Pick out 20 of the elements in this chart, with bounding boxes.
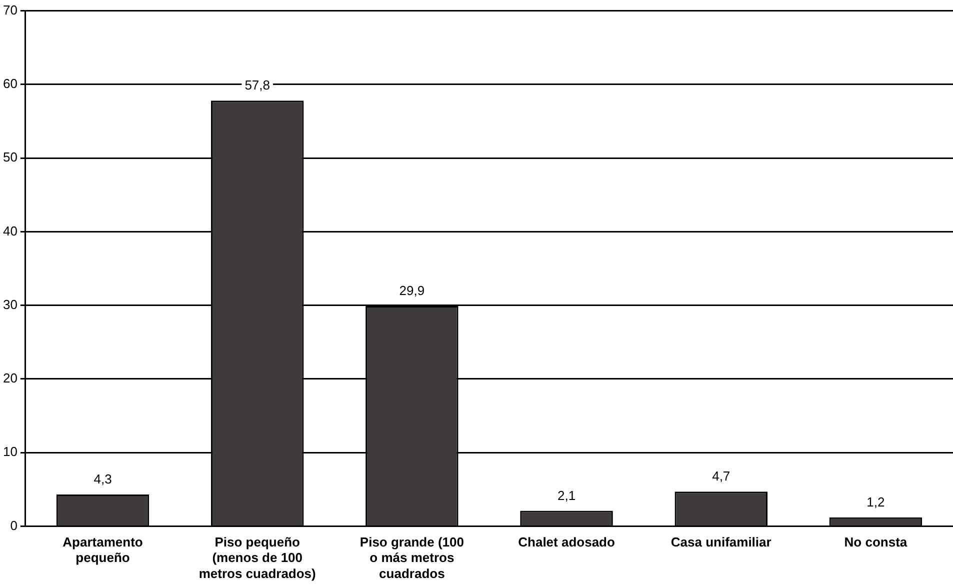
data-label: 2,1 xyxy=(557,488,576,503)
y-tick-label: 30 xyxy=(2,296,18,312)
data-label: 4,7 xyxy=(712,468,730,484)
y-tick-label: 20 xyxy=(2,370,18,386)
data-label: 29,9 xyxy=(399,283,425,298)
y-tick-label: 70 xyxy=(2,2,18,18)
y-tick-label: 0 xyxy=(10,518,18,533)
x-tick-label: No consta xyxy=(844,534,908,550)
data-label: 57,8 xyxy=(244,78,270,93)
y-tick-label: 10 xyxy=(2,444,18,460)
y-tick-label: 60 xyxy=(2,76,18,92)
data-label: 4,3 xyxy=(94,472,112,487)
x-tick-label: Casa unifamiliar xyxy=(670,534,772,550)
data-label: 1,2 xyxy=(866,494,885,510)
x-tick-label: Apartamento pequeño xyxy=(62,534,143,566)
x-tick-label: Piso pequeño (menos de 100 metros cuadrados) xyxy=(198,534,316,581)
x-tick-label: Chalet adosado xyxy=(518,534,615,550)
x-tick-label: Piso grande (100 o más metros cuadrados xyxy=(360,534,464,581)
y-tick-label: 40 xyxy=(2,223,18,238)
y-tick-label: 50 xyxy=(2,150,18,165)
